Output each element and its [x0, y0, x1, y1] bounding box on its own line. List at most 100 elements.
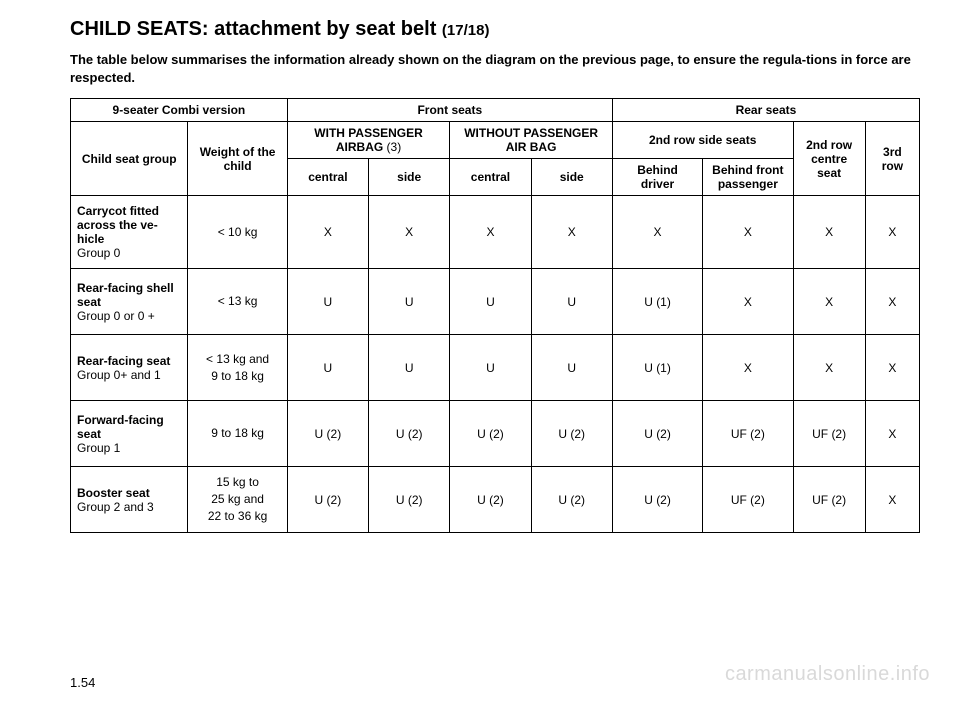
cell-value: U [287, 335, 368, 401]
weight-line: 25 kg and [211, 492, 264, 506]
cell-seat-desc: Rear-facing seatGroup 0+ and 1 [71, 335, 188, 401]
cell-value: U (2) [531, 467, 612, 533]
cell-value: X [793, 196, 865, 269]
cell-value: U [369, 269, 450, 335]
cell-value: X [450, 196, 531, 269]
cell-weight: < 10 kg [188, 196, 287, 269]
cell-value: X [703, 335, 793, 401]
th-weight: Weight of the child [188, 122, 287, 196]
cell-value: X [703, 269, 793, 335]
watermark: carmanualsonline.info [725, 663, 930, 686]
seat-group: Group 1 [77, 441, 181, 455]
cell-value: U (1) [612, 335, 702, 401]
seat-name: Carrycot fitted across the ve-hicle [77, 204, 181, 246]
cell-value: U (2) [369, 467, 450, 533]
th-with-airbag-l2: AIRBAG [336, 140, 383, 154]
cell-value: U [450, 269, 531, 335]
cell-value: U (2) [369, 401, 450, 467]
th-version: 9-seater Combi version [71, 99, 288, 122]
th-behind-passenger: Behind front passenger [703, 159, 793, 196]
cell-weight: < 13 kg and 9 to 18 kg [188, 335, 287, 401]
th-2nd-row-side: 2nd row side seats [612, 122, 793, 159]
title-suffix: (17/18) [442, 22, 490, 39]
table-body: Carrycot fitted across the ve-hicleGroup… [71, 196, 920, 533]
seat-group: Group 0+ and 1 [77, 368, 181, 382]
cell-value: U (2) [450, 467, 531, 533]
child-seat-table: 9-seater Combi version Front seats Rear … [70, 98, 920, 533]
cell-value: U [287, 269, 368, 335]
seat-group: Group 0 or 0 + [77, 309, 181, 323]
cell-value: X [793, 269, 865, 335]
cell-value: X [531, 196, 612, 269]
table-head-row-1: 9-seater Combi version Front seats Rear … [71, 99, 920, 122]
cell-value: X [865, 196, 919, 269]
page-number: 1.54 [70, 675, 95, 690]
table-head-row-2: Child seat group Weight of the child WIT… [71, 122, 920, 159]
weight-line: < 13 kg and [206, 352, 269, 366]
cell-value: X [865, 269, 919, 335]
page: CHILD SEATS: attachment by seat belt (17… [0, 0, 960, 543]
seat-name: Forward-facing seat [77, 413, 181, 441]
cell-value: U (2) [612, 467, 702, 533]
cell-value: U [531, 269, 612, 335]
cell-weight: 9 to 18 kg [188, 401, 287, 467]
cell-value: U [450, 335, 531, 401]
cell-value: U (2) [287, 401, 368, 467]
th-with-airbag-note: (3) [383, 140, 401, 154]
cell-value: X [287, 196, 368, 269]
cell-value: U (2) [287, 467, 368, 533]
table-row: Rear-facing shell seatGroup 0 or 0 +< 13… [71, 269, 920, 335]
cell-value: X [865, 401, 919, 467]
intro-text: The table below summarises the informati… [70, 51, 920, 86]
cell-value: X [865, 335, 919, 401]
cell-value: UF (2) [793, 401, 865, 467]
cell-seat-desc: Carrycot fitted across the ve-hicleGroup… [71, 196, 188, 269]
th-central-1: central [287, 159, 368, 196]
th-side-2: side [531, 159, 612, 196]
title-main: CHILD SEATS: attachment by seat belt [70, 18, 442, 40]
th-central-2: central [450, 159, 531, 196]
seat-name: Booster seat [77, 486, 181, 500]
cell-seat-desc: Forward-facing seatGroup 1 [71, 401, 188, 467]
seat-group: Group 2 and 3 [77, 500, 181, 514]
th-with-airbag: WITH PASSENGER AIRBAG (3) [287, 122, 450, 159]
weight-line: 15 kg to [216, 475, 259, 489]
th-with-airbag-l1: WITH PASSENGER [314, 126, 422, 140]
table-row: Rear-facing seatGroup 0+ and 1< 13 kg an… [71, 335, 920, 401]
th-front-seats: Front seats [287, 99, 612, 122]
th-child-seat-group: Child seat group [71, 122, 188, 196]
seat-group: Group 0 [77, 246, 181, 260]
seat-name: Rear-facing seat [77, 354, 181, 368]
cell-value: X [703, 196, 793, 269]
table-row: Carrycot fitted across the ve-hicleGroup… [71, 196, 920, 269]
cell-value: X [793, 335, 865, 401]
cell-seat-desc: Rear-facing shell seatGroup 0 or 0 + [71, 269, 188, 335]
cell-value: UF (2) [703, 467, 793, 533]
table-row: Forward-facing seatGroup 19 to 18 kgU (2… [71, 401, 920, 467]
cell-value: U [531, 335, 612, 401]
seat-name: Rear-facing shell seat [77, 281, 181, 309]
th-rear-seats: Rear seats [612, 99, 919, 122]
th-3rd-row: 3rd row [865, 122, 919, 196]
cell-seat-desc: Booster seatGroup 2 and 3 [71, 467, 188, 533]
th-side-1: side [369, 159, 450, 196]
cell-value: X [612, 196, 702, 269]
cell-value: UF (2) [703, 401, 793, 467]
cell-weight: < 13 kg [188, 269, 287, 335]
cell-value: U (2) [450, 401, 531, 467]
th-2nd-row-centre: 2nd row centre seat [793, 122, 865, 196]
cell-value: UF (2) [793, 467, 865, 533]
weight-line: 9 to 18 kg [211, 369, 264, 383]
cell-value: U (1) [612, 269, 702, 335]
weight-line: 22 to 36 kg [208, 509, 267, 523]
page-title: CHILD SEATS: attachment by seat belt (17… [70, 18, 920, 41]
cell-weight: 15 kg to 25 kg and 22 to 36 kg [188, 467, 287, 533]
cell-value: X [865, 467, 919, 533]
cell-value: X [369, 196, 450, 269]
th-behind-driver: Behind driver [612, 159, 702, 196]
cell-value: U (2) [612, 401, 702, 467]
table-row: Booster seatGroup 2 and 3 15 kg to 25 kg a… [71, 467, 920, 533]
th-without-airbag: WITHOUT PASSENGER AIR BAG [450, 122, 613, 159]
cell-value: U [369, 335, 450, 401]
cell-value: U (2) [531, 401, 612, 467]
